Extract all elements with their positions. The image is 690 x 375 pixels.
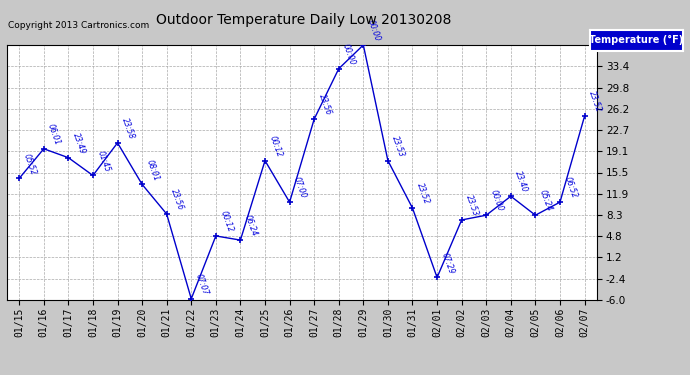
Text: 00:12: 00:12 (218, 210, 235, 234)
Text: 23:52: 23:52 (415, 182, 431, 206)
Text: 00:12: 00:12 (268, 134, 284, 158)
Text: 05:52: 05:52 (21, 152, 38, 176)
Text: 23:52: 23:52 (587, 90, 603, 114)
Text: Temperature (°F): Temperature (°F) (589, 35, 684, 45)
Text: 05:24: 05:24 (538, 189, 554, 213)
Text: 08:01: 08:01 (145, 158, 161, 182)
Text: 23:58: 23:58 (120, 117, 136, 141)
Text: 06:24: 06:24 (243, 214, 259, 238)
Text: 07:07: 07:07 (194, 273, 210, 297)
Text: 00:00: 00:00 (366, 19, 382, 43)
Text: Copyright 2013 Cartronics.com: Copyright 2013 Cartronics.com (8, 21, 150, 30)
Text: 00:00: 00:00 (489, 189, 504, 213)
Text: 23:53: 23:53 (464, 194, 480, 217)
Text: 07:29: 07:29 (440, 251, 455, 275)
Text: 06:01: 06:01 (46, 123, 62, 146)
Text: Outdoor Temperature Daily Low 20130208: Outdoor Temperature Daily Low 20130208 (156, 13, 451, 27)
Text: 01:45: 01:45 (95, 149, 111, 173)
Text: 23:56: 23:56 (169, 188, 185, 211)
Text: 00:00: 00:00 (341, 42, 357, 66)
Text: 23:53: 23:53 (391, 134, 406, 158)
Text: 23:40: 23:40 (513, 170, 529, 194)
Text: 06:52: 06:52 (562, 176, 578, 200)
Text: 23:56: 23:56 (317, 93, 333, 117)
Text: 23:49: 23:49 (71, 131, 87, 155)
Text: 07:00: 07:00 (292, 176, 308, 200)
